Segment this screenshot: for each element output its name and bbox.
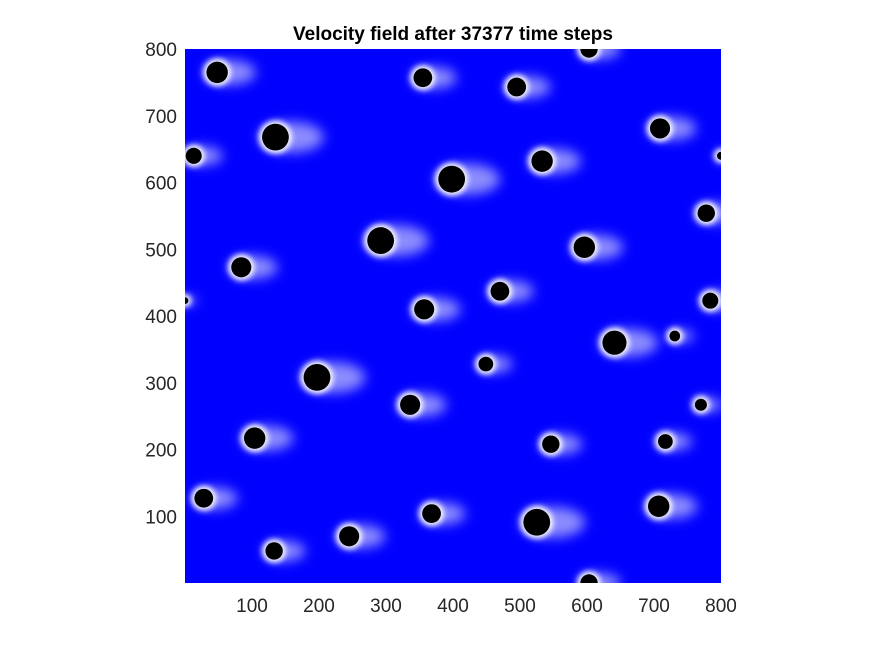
chart-title: Velocity field after 37377 time steps bbox=[293, 24, 613, 45]
obstacle-20 bbox=[669, 330, 681, 342]
obstacle-15 bbox=[490, 281, 510, 301]
obstacle-6 bbox=[649, 118, 671, 139]
obstacle-7 bbox=[185, 147, 202, 164]
x-tick-label: 600 bbox=[571, 596, 603, 617]
obstacle-1 bbox=[206, 61, 228, 84]
y-tick-label: 800 bbox=[145, 40, 177, 61]
y-tick-label: 700 bbox=[145, 107, 177, 128]
obstacle-21 bbox=[478, 356, 494, 372]
x-tick-label: 500 bbox=[504, 596, 536, 617]
obstacle-5 bbox=[262, 123, 289, 151]
x-tick-label: 400 bbox=[437, 596, 469, 617]
obstacle-9 bbox=[438, 165, 466, 193]
y-tick-label: 100 bbox=[145, 507, 177, 528]
obstacle-28 bbox=[194, 488, 214, 508]
x-tick-label: 800 bbox=[705, 596, 737, 617]
obstacle-layer bbox=[185, 49, 721, 583]
y-axis-ticks: 100 200 300 400 500 600 700 800 bbox=[145, 40, 177, 528]
y-tick-label: 200 bbox=[145, 441, 177, 462]
obstacle-23 bbox=[400, 394, 421, 415]
obstacle-17 bbox=[702, 292, 719, 309]
obstacle-12 bbox=[367, 227, 395, 254]
obstacle-8 bbox=[716, 151, 721, 160]
obstacle-27 bbox=[658, 434, 673, 449]
y-tick-label: 400 bbox=[145, 307, 177, 328]
obstacle-16 bbox=[414, 299, 435, 320]
obstacle-11 bbox=[697, 204, 715, 222]
plot-area bbox=[185, 49, 721, 583]
obstacle-10 bbox=[531, 150, 553, 172]
x-tick-label: 100 bbox=[236, 596, 268, 617]
x-tick-label: 700 bbox=[638, 596, 670, 617]
y-tick-label: 500 bbox=[145, 240, 177, 261]
x-tick-label: 200 bbox=[303, 596, 335, 617]
obstacle-2 bbox=[413, 68, 433, 88]
x-tick-label: 300 bbox=[370, 596, 402, 617]
obstacle-18 bbox=[185, 297, 189, 304]
obstacle-24 bbox=[694, 398, 707, 411]
obstacle-4 bbox=[580, 49, 598, 58]
obstacle-22 bbox=[303, 364, 331, 391]
obstacle-14 bbox=[231, 257, 252, 278]
obstacle-26 bbox=[542, 435, 560, 453]
obstacle-19 bbox=[602, 330, 627, 355]
x-axis-ticks: 100 200 300 400 500 600 700 800 bbox=[236, 596, 737, 617]
obstacle-13 bbox=[573, 236, 596, 258]
obstacle-34 bbox=[580, 574, 598, 583]
obstacle-33 bbox=[265, 542, 283, 560]
obstacle-30 bbox=[523, 508, 551, 536]
obstacle-3 bbox=[507, 77, 527, 97]
obstacle-31 bbox=[647, 495, 670, 517]
obstacle-29 bbox=[422, 504, 441, 523]
y-tick-label: 300 bbox=[145, 374, 177, 395]
obstacle-32 bbox=[339, 526, 360, 547]
y-tick-label: 600 bbox=[145, 174, 177, 195]
obstacle-25 bbox=[243, 427, 266, 449]
